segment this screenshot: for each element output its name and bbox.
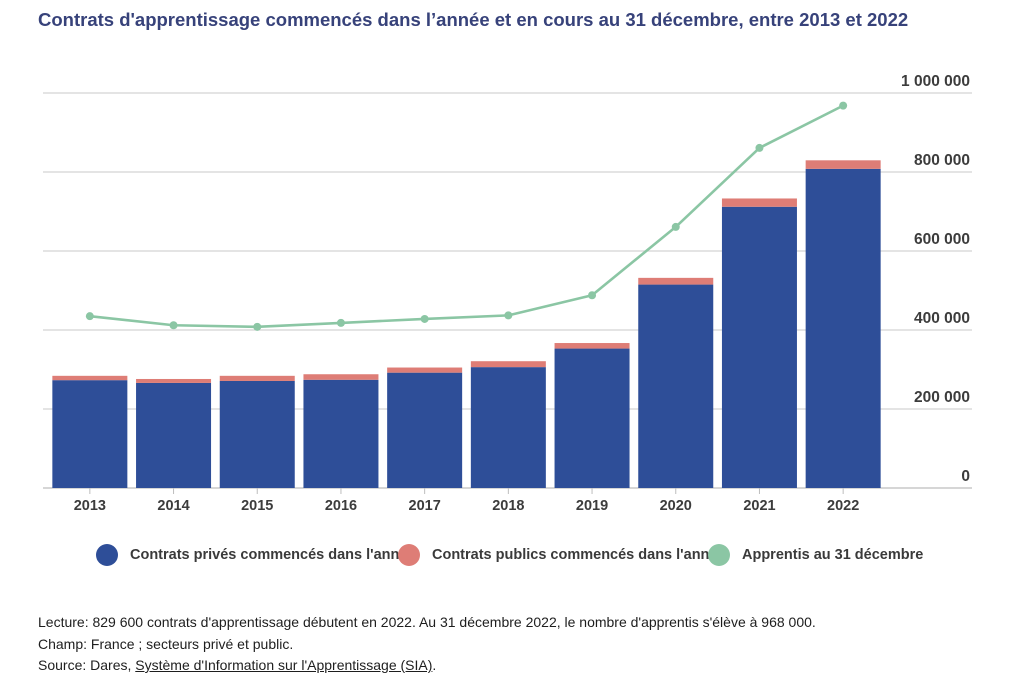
x-tick-label: 2017	[409, 498, 441, 514]
y-tick-label: 200 000	[914, 389, 970, 406]
y-tick-label: 800 000	[914, 152, 970, 169]
bar-prive	[303, 379, 379, 488]
legend-label-apprentis: Apprentis au 31 décembre	[742, 547, 924, 563]
bar-prive	[219, 380, 295, 488]
bar-public	[136, 378, 212, 383]
legend-swatch-prive	[96, 544, 118, 566]
point-apprentis	[504, 311, 513, 320]
point-apprentis	[336, 318, 345, 327]
point-apprentis	[420, 314, 429, 323]
y-tick-label: 0	[961, 468, 970, 485]
point-apprentis	[588, 291, 597, 300]
x-tick-label: 2020	[660, 498, 692, 514]
bar-prive	[136, 382, 212, 488]
bar-public	[554, 343, 630, 349]
bar-prive	[638, 284, 714, 488]
point-apprentis	[671, 222, 680, 231]
bar-prive	[805, 168, 881, 488]
x-tick-label: 2019	[576, 498, 608, 514]
legend-swatch-public	[398, 544, 420, 566]
line-apprentis	[89, 104, 844, 329]
y-tick-label: 400 000	[914, 310, 970, 327]
apprentis-line	[85, 101, 848, 331]
legend: Contrats privés commencés dans l'année C…	[0, 544, 1022, 572]
bar-prive	[721, 206, 797, 488]
chart-notes: Lecture: 829 600 contrats d'apprentissag…	[38, 612, 816, 677]
legend-label-prive: Contrats privés commencés dans l'année	[130, 547, 416, 563]
legend-label-public: Contrats publics commencés dans l'année	[432, 547, 726, 563]
legend-item-prive: Contrats privés commencés dans l'année	[96, 544, 416, 566]
x-axis-ticks: 2013 2014 2015 2016 2017 2018 2019 2020 2021 2022	[74, 488, 859, 514]
x-tick-label: 2021	[743, 498, 775, 514]
bar-prive	[554, 348, 630, 488]
bar-public	[721, 198, 797, 207]
bars	[52, 160, 881, 488]
x-tick-label: 2013	[74, 498, 106, 514]
note-source: Source: Dares, Système d'Information sur…	[38, 655, 816, 677]
chart-title: Contrats d'apprentissage commencés dans …	[38, 9, 909, 30]
bar-prive	[387, 372, 463, 488]
bar-prive	[52, 380, 128, 488]
x-tick-label: 2018	[492, 498, 524, 514]
bar-public	[219, 375, 295, 381]
point-apprentis	[169, 321, 178, 330]
x-tick-label: 2015	[241, 498, 273, 514]
bar-public	[638, 277, 714, 285]
point-apprentis	[755, 143, 764, 152]
point-apprentis	[85, 312, 94, 321]
bar-public	[470, 361, 546, 368]
legend-swatch-apprentis	[708, 544, 730, 566]
bar-public	[805, 160, 881, 169]
legend-item-apprentis: Apprentis au 31 décembre	[708, 544, 923, 566]
y-axis-ticks: 0 200 000 400 000 600 000 800 000 1 000 000	[901, 73, 970, 485]
x-tick-label: 2022	[827, 498, 859, 514]
bar-public	[52, 375, 128, 381]
note-source-suffix: .	[432, 657, 437, 673]
legend-item-public: Contrats publics commencés dans l'année	[398, 544, 726, 566]
y-tick-label: 600 000	[914, 231, 970, 248]
bar-public	[387, 367, 463, 373]
note-source-prefix: Source: Dares,	[38, 657, 136, 673]
bar-public	[303, 374, 379, 380]
chart: 0 200 000 400 000 600 000 800 000 1 000 000 2…	[43, 73, 972, 514]
point-apprentis	[839, 101, 848, 110]
note-champ: Champ: France ; secteurs privé et public…	[38, 635, 294, 652]
x-tick-label: 2014	[157, 498, 189, 514]
x-tick-label: 2016	[325, 498, 357, 514]
bar-prive	[470, 367, 546, 488]
y-tick-label: 1 000 000	[901, 73, 970, 90]
note-lecture: Lecture: 829 600 contrats d'apprentissag…	[38, 614, 816, 630]
source-link[interactable]: Système d'Information sur l'Apprentissag…	[135, 657, 433, 673]
point-apprentis	[253, 322, 262, 331]
